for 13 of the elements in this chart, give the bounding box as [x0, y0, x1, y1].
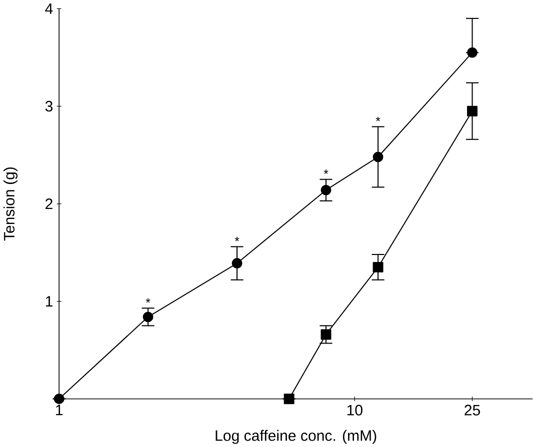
y-tick-label: 2: [46, 198, 52, 209]
y-tick-label: 3: [45, 100, 53, 112]
annotation: *: [324, 169, 328, 174]
y-axis-title: Tension (g): [3, 167, 18, 240]
annotation: *: [234, 236, 240, 242]
x-tick-label: 1: [56, 404, 63, 415]
x-tick-label: 25: [464, 404, 480, 416]
y-tick-label: 4: [45, 3, 53, 14]
x-axis-title: Log caffeine conc. (mM): [216, 430, 376, 444]
x-tick-label: 10: [347, 404, 362, 416]
annotation: *: [376, 116, 380, 122]
annotation: *: [146, 298, 150, 302]
y-tick-label: 1: [46, 296, 52, 306]
